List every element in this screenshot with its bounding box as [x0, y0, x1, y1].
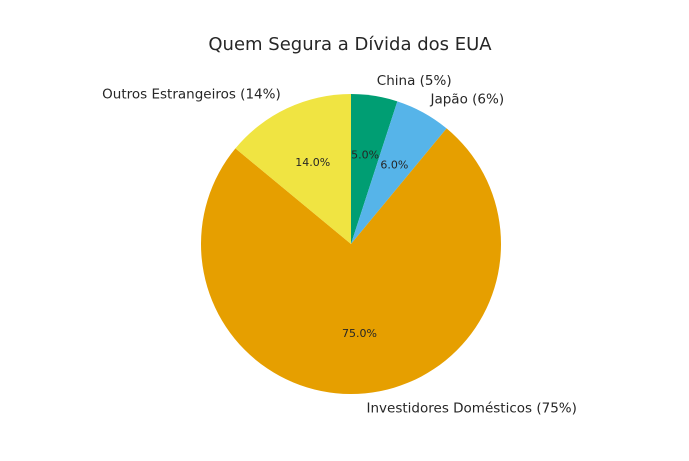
slice-label-japao-6: Japão (6%)	[429, 91, 504, 107]
slice-label-outros-estrangeiros-14: Outros Estrangeiros (14%)	[102, 87, 281, 103]
pie-slice-investidores-domesticos-75	[200, 128, 501, 395]
pct-label-investidores-domesticos-75: 75.0%	[342, 327, 377, 340]
pct-label-china-5: 5.0%	[351, 149, 379, 162]
pct-label-outros-estrangeiros-14: 14.0%	[295, 156, 330, 169]
pie-slice-china-5	[351, 94, 398, 244]
pct-label-japao-6: 6.0%	[380, 159, 408, 172]
pie-slice-outros-estrangeiros-14	[235, 94, 351, 244]
slice-label-investidores-domesticos-75: Investidores Domésticos (75%)	[367, 400, 577, 416]
pie-slices	[200, 94, 501, 395]
slice-label-china-5: China (5%)	[377, 73, 452, 89]
pie-labels: China (5%) 5.0% Japão (6%) 6.0% Investidores…	[102, 73, 577, 416]
chart-title: Quem Segura a Dívida dos EUA	[208, 34, 492, 55]
pie-slice-japao-6	[351, 101, 447, 244]
